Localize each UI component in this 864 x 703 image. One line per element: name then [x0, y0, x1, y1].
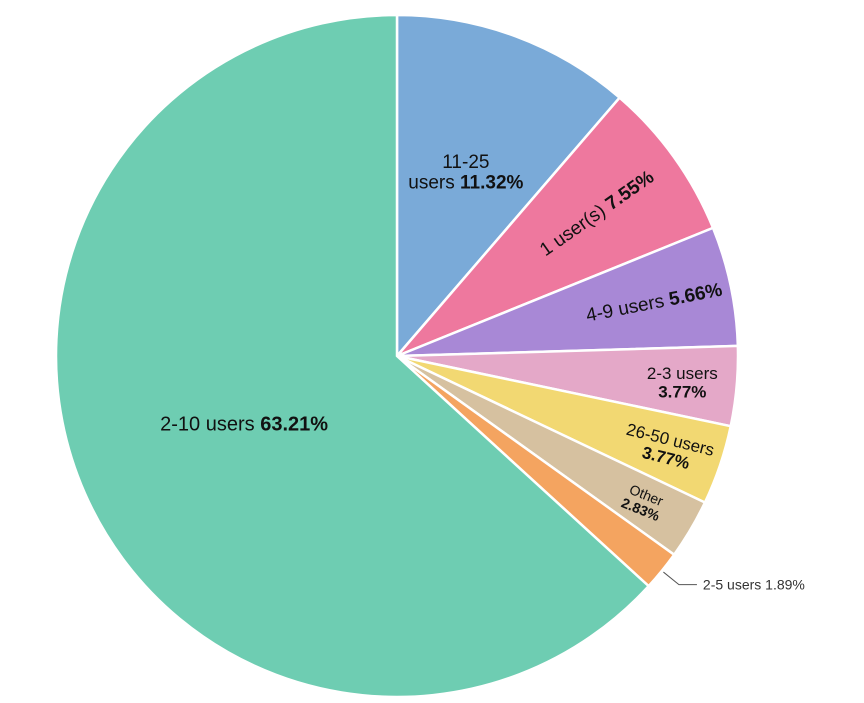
label-2-5-users: 2-5 users 1.89% — [703, 577, 805, 593]
slice-11-25-users[interactable] — [395, 13, 622, 360]
label-11-25-users: 11-25 users 11.32% — [408, 152, 523, 194]
leader-line-2-5-users — [663, 571, 697, 586]
slice-2-10-users[interactable] — [54, 13, 651, 699]
pie-slices — [54, 13, 740, 699]
slice-1-user-s[interactable] — [396, 95, 715, 358]
label-2-10-users: 2-10 users 63.21% — [160, 413, 328, 435]
label-2-3-users: 2-3 users 3.77% — [647, 364, 718, 402]
